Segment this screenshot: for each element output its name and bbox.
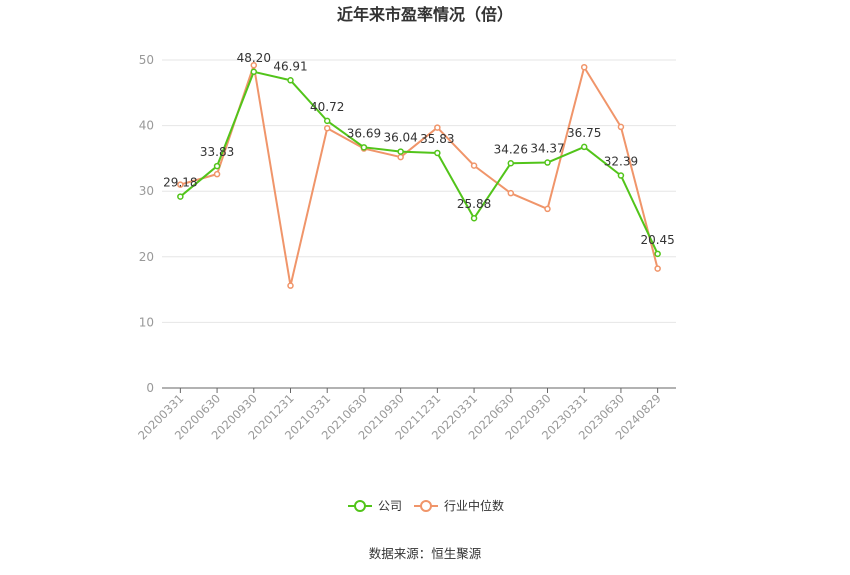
series-company [177,68,661,258]
data-label: 33.83 [200,145,234,159]
data-point[interactable] [287,77,294,84]
data-point[interactable] [507,160,515,167]
data-label: 34.37 [530,142,564,156]
y-tick-label: 20 [139,250,154,264]
data-point[interactable] [213,162,221,170]
data-label: 25.88 [457,197,491,211]
data-point[interactable] [323,124,331,132]
data-point[interactable] [617,123,625,131]
legend-item-company[interactable]: 公司 [348,499,402,513]
data-point[interactable] [434,124,441,131]
data-label: 40.72 [310,100,344,114]
data-label: 46.91 [273,59,307,73]
legend-marker [354,500,366,512]
data-point[interactable] [470,162,478,169]
y-tick-label: 50 [139,53,154,67]
data-point[interactable] [617,172,625,179]
data-label: 36.69 [347,126,381,140]
series-line [179,70,659,255]
series-line [180,64,659,287]
data-label: 20.45 [640,233,674,247]
y-tick-label: 0 [146,381,154,395]
data-label: 48.20 [237,51,271,65]
data-point[interactable] [434,149,441,157]
data-label: 36.75 [567,126,601,140]
legend-label: 行业中位数 [444,498,504,513]
data-point[interactable] [287,282,294,289]
y-tick-label: 40 [139,119,154,133]
data-point[interactable] [177,181,184,188]
data-point[interactable] [177,193,184,200]
data-point[interactable] [580,63,588,71]
data-point[interactable] [213,170,221,178]
y-tick-label: 30 [139,184,154,198]
source-note: 数据来源：恒生聚源 [369,546,482,561]
data-point[interactable] [654,250,661,258]
data-point[interactable] [397,153,404,161]
legend: 公司 行业中位数 [348,498,504,513]
data-point[interactable] [323,117,331,125]
series-industry-median [177,61,661,289]
data-point[interactable] [250,61,258,69]
series-layer [177,61,661,289]
data-point[interactable] [544,205,551,213]
data-point[interactable] [250,68,258,76]
grid-lines [162,59,676,323]
data-label: 32.39 [604,155,638,169]
y-axis: 0 10 20 30 40 50 [139,53,154,395]
data-point[interactable] [580,143,588,151]
data-label: 35.83 [420,132,454,146]
data-label: 29.18 [163,176,197,190]
legend-label: 公司 [378,499,402,513]
x-axis: 2020033120200630202009302020123120210331… [135,387,676,443]
data-label: 34.26 [494,142,528,156]
data-point[interactable] [544,159,551,166]
legend-marker [420,500,432,512]
data-point[interactable] [654,265,661,272]
legend-item-industry[interactable]: 行业中位数 [414,498,504,513]
data-point[interactable] [470,214,478,222]
y-tick-label: 10 [139,315,154,329]
data-point[interactable] [397,148,404,155]
data-label: 36.04 [383,131,417,145]
data-point[interactable] [360,144,368,151]
chart-title: 近年来市盈率情况（倍） [337,5,513,24]
data-point[interactable] [507,189,515,197]
